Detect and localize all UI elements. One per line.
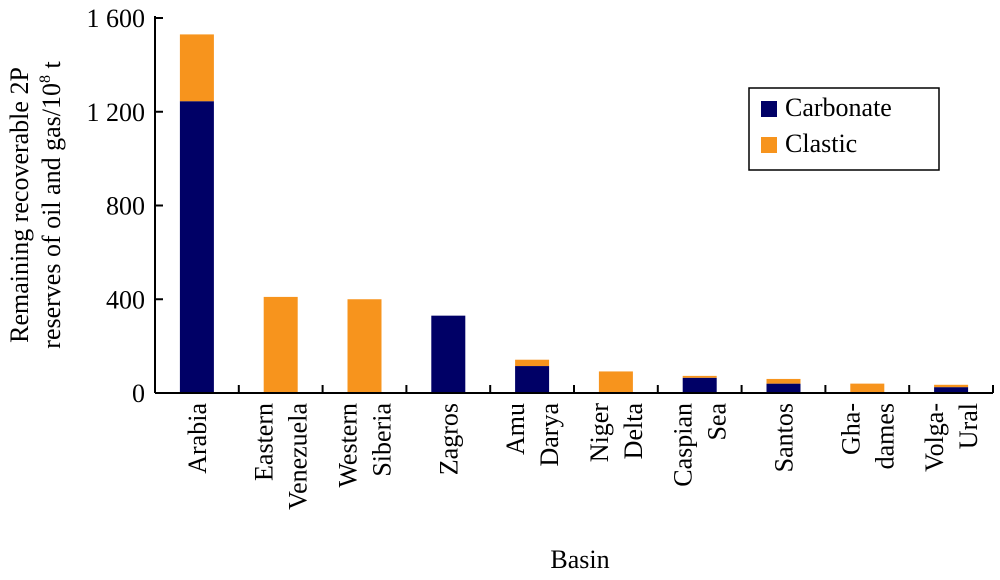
category-label-line: Venezuela [284, 403, 313, 510]
bar-clastic-7 [766, 378, 801, 384]
category-label: Caspian Sea [669, 403, 732, 487]
bar-carbonate-3 [431, 315, 466, 393]
category-label-line: Caspian [669, 403, 698, 487]
category-label-line: Zagros [434, 403, 463, 475]
bar-clastic-9 [934, 384, 969, 388]
legend-label-clastic: Clastic [785, 129, 857, 158]
y-axis-title-line2: reserves of oil and gas/108 t [37, 61, 66, 349]
legend-box [748, 87, 940, 171]
category-label-line: Gha- [836, 403, 865, 455]
category-label: Eastern Venezuela [250, 403, 313, 510]
bars [179, 34, 969, 393]
category-label-line: Ural [954, 403, 983, 449]
category-label-line: dames [870, 403, 899, 469]
bar-carbonate-0 [179, 101, 214, 393]
bar-clastic-8 [850, 383, 885, 393]
bar-clastic-1 [263, 296, 298, 393]
y-tick-label: 1 200 [87, 98, 146, 127]
category-label-line: Western [334, 403, 363, 488]
category-label: Santos [770, 403, 799, 472]
legend-swatch-carbonate [761, 101, 777, 117]
y-tick-label: 1 600 [87, 4, 146, 33]
category-label-line: Eastern [250, 403, 279, 481]
legend: Carbonate Clastic [748, 87, 940, 171]
category-label: Niger Delta [585, 403, 648, 463]
y-axis-title-line1: Remaining recoverable 2P [5, 67, 34, 343]
y-axis-title-superscript: 8 [37, 75, 54, 83]
category-label: Western Siberia [334, 403, 397, 488]
x-axis-title: Basin [550, 545, 609, 574]
category-label-line: Sea [703, 403, 732, 441]
bar-clastic-6 [682, 375, 717, 378]
category-label: Gha-dames [836, 403, 899, 469]
category-label-line: Santos [770, 403, 799, 472]
y-axis-title: Remaining recoverable 2P reserves of oil… [5, 61, 66, 349]
category-label-line: Delta [619, 403, 648, 460]
category-label: Arabia [183, 403, 212, 474]
bar-clastic-2 [347, 299, 382, 393]
bar-carbonate-7 [766, 383, 801, 393]
y-axis-title-unit: t [37, 61, 66, 76]
category-label: Volga- Ural [920, 403, 983, 472]
legend-label-carbonate: Carbonate [785, 93, 892, 122]
bar-carbonate-9 [934, 387, 969, 393]
y-tick-label: 400 [106, 285, 145, 314]
category-label-line: Amu [501, 403, 530, 455]
category-label-line: Siberia [368, 403, 397, 477]
category-label: Zagros [434, 403, 463, 475]
category-label-line: Volga- [920, 403, 949, 472]
y-axis-title-line2-main: reserves of oil and gas/10 [37, 83, 66, 349]
category-label: Amu Darya [501, 403, 564, 467]
y-tick-label: 0 [132, 379, 145, 408]
category-label-line: Niger [585, 403, 614, 463]
bar-clastic-5 [598, 371, 633, 393]
legend-swatch-clastic [761, 137, 777, 153]
y-tick-label: 800 [106, 192, 145, 221]
category-label-line: Arabia [183, 403, 212, 474]
bar-carbonate-4 [515, 366, 550, 393]
x-ticks: Arabia Eastern Venezuela Western Siberia Zagr… [183, 385, 994, 510]
bar-carbonate-6 [682, 377, 717, 393]
category-label-line: Darya [535, 403, 564, 467]
bar-clastic-4 [515, 359, 550, 367]
bar-clastic-0 [179, 34, 214, 102]
y-ticks: 0 400 800 1 200 1 600 [87, 4, 163, 408]
